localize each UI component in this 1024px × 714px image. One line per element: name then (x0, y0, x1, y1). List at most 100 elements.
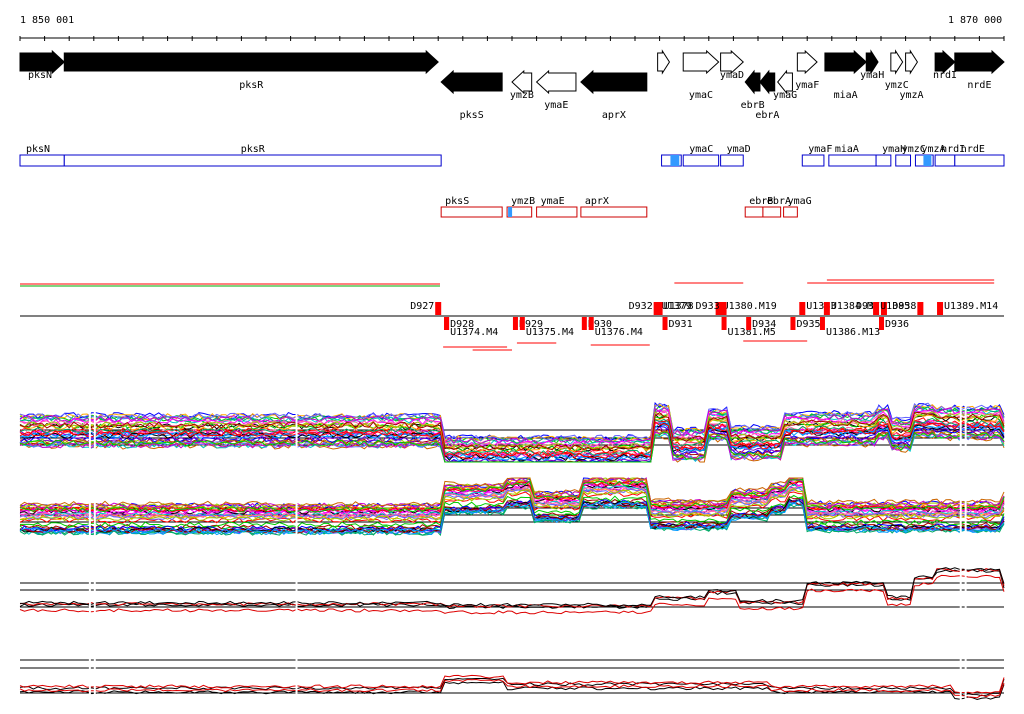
plus-feature-box[interactable] (19, 154, 65, 167)
gene-label-ymaC: ymaC (689, 90, 713, 101)
gene-arrow-pksR[interactable] (63, 49, 439, 75)
gene-arrow-ymaE[interactable] (535, 69, 577, 95)
gene-arrow-pksS[interactable] (440, 69, 503, 95)
plus-feature-label-ymaH: ymaH (882, 144, 906, 155)
segment-marker-lower[interactable] (662, 317, 668, 330)
plus-feature-highlight (923, 155, 932, 166)
segment-marker-upper[interactable] (715, 302, 722, 315)
plus-feature-box[interactable] (875, 154, 892, 167)
segment-marker-upper[interactable] (917, 302, 924, 315)
minus-feature-box[interactable] (762, 206, 782, 218)
gene-arrow-ymzC[interactable] (890, 49, 904, 75)
segment-marker-lower[interactable] (790, 317, 796, 330)
gene-arrow-aprX[interactable] (580, 69, 648, 95)
gene-label-nrdI: nrdI (933, 70, 957, 81)
segment-marker-lower[interactable] (512, 317, 518, 330)
plus-feature-box[interactable] (954, 154, 1005, 167)
ruler-end-label: 1 870 000 (948, 15, 1002, 26)
segment-marker-lower[interactable] (581, 317, 587, 330)
segment-marker-upper[interactable] (656, 302, 663, 315)
segment-marker-upper[interactable] (823, 302, 830, 315)
segment-label-upper: D927 (410, 301, 434, 312)
gene-arrow-ymzA[interactable] (905, 49, 919, 75)
plus-feature-box[interactable] (63, 154, 442, 167)
segment-label-lower: D934 (752, 319, 776, 330)
segment-label-upper: D932 (629, 301, 653, 312)
segment-marker-upper[interactable] (435, 302, 442, 315)
segment-marker-upper[interactable] (799, 302, 806, 315)
plus-feature-box[interactable] (682, 154, 720, 167)
data-gap (88, 556, 91, 618)
segment-marker-upper[interactable] (873, 302, 880, 315)
segment-label-lower: D928 (450, 319, 474, 330)
plus-feature-box[interactable] (801, 154, 825, 167)
gene-arrow-ymaF[interactable] (796, 49, 818, 75)
minus-feature-box[interactable] (783, 206, 798, 218)
gene-label-ymaG: ymaG (773, 90, 797, 101)
segment-marker-lower[interactable] (444, 317, 450, 330)
minus-feature-box[interactable] (536, 206, 578, 218)
plus-feature-box[interactable] (828, 154, 877, 167)
minus-feature-label-ymzB: ymzB (511, 196, 535, 207)
segment-marker-lower[interactable] (746, 317, 752, 330)
segment-label-upper: U1385 (880, 301, 910, 312)
minus-feature-box[interactable] (744, 206, 764, 218)
segment-label-lower: U1381.M5 (728, 327, 776, 338)
segment-label-upper: U1380.M19 (723, 301, 777, 312)
expression-trace (19, 677, 1005, 697)
data-gap (295, 650, 298, 704)
segment-marker-upper[interactable] (937, 302, 944, 315)
minus-feature-highlight (508, 207, 513, 217)
minus-feature-label-aprX: aprX (585, 196, 609, 207)
segment-label-lower: D931 (669, 319, 693, 330)
plus-feature-box[interactable] (720, 154, 744, 167)
gene-arrow-pksN[interactable] (19, 49, 66, 75)
gene-label-ymzB: ymzB (510, 90, 534, 101)
gene-arrow[interactable] (657, 49, 671, 75)
segment-label-upper: D937 (856, 301, 880, 312)
gene-arrow-nrdE[interactable] (954, 49, 1005, 75)
plus-feature-label-ymaD: ymaD (727, 144, 751, 155)
gene-arrow-miaA[interactable] (824, 49, 867, 75)
expression-trace (19, 674, 1005, 694)
gene-arrow-ymaH[interactable] (865, 49, 879, 75)
expression-trace (19, 425, 1005, 463)
expression-trace (19, 405, 1005, 445)
summary-profile-minus (19, 650, 1005, 704)
gene-arrow-ymaG[interactable] (777, 69, 793, 95)
plus-feature-box[interactable] (895, 154, 912, 167)
expression-trace (19, 478, 1005, 513)
segment-marker-upper[interactable] (720, 302, 727, 315)
segment-label-upper: U1389.M14 (944, 301, 998, 312)
coordinate-ruler: 1 850 001 1 870 000 (19, 15, 1005, 41)
plus-feature-label-ymaF: ymaF (808, 144, 832, 155)
segment-marker-lower[interactable] (721, 317, 727, 330)
plus-strand-track: pksN pksR ymaC ymaD ymaF miaA ymaHymzCymzAnrdI… (19, 144, 1005, 167)
segment-marker-lower[interactable] (519, 317, 525, 330)
data-gap (295, 396, 298, 466)
data-gap (959, 396, 962, 466)
data-gap (959, 474, 962, 544)
gene-arrow-ebrA[interactable] (759, 69, 776, 95)
plus-feature-label-pksR: pksR (241, 144, 266, 155)
segment-marker-lower[interactable] (588, 317, 594, 330)
gene-arrow-ymaC[interactable] (682, 49, 720, 75)
gene-arrow-nrdI[interactable] (934, 49, 956, 75)
expression-trace (19, 431, 1005, 463)
plus-feature-label-miaA: miaA (835, 144, 859, 155)
minus-feature-box[interactable] (440, 206, 503, 218)
data-gap (93, 650, 96, 704)
segment-marker-lower[interactable] (819, 317, 825, 330)
segment-label-lower: D935 (796, 319, 820, 330)
gene-arrow-ymaD[interactable] (720, 49, 744, 75)
minus-feature-box[interactable] (580, 206, 648, 218)
minus-feature-box[interactable] (506, 206, 533, 218)
plus-feature-box[interactable] (934, 154, 956, 167)
segment-marker-upper[interactable] (880, 302, 887, 315)
segment-label-upper: U1383 (806, 301, 836, 312)
gene-arrow-ebrB[interactable] (744, 69, 761, 95)
segment-marker-lower[interactable] (879, 317, 884, 330)
gene-arrow-ymzB[interactable] (511, 69, 533, 95)
